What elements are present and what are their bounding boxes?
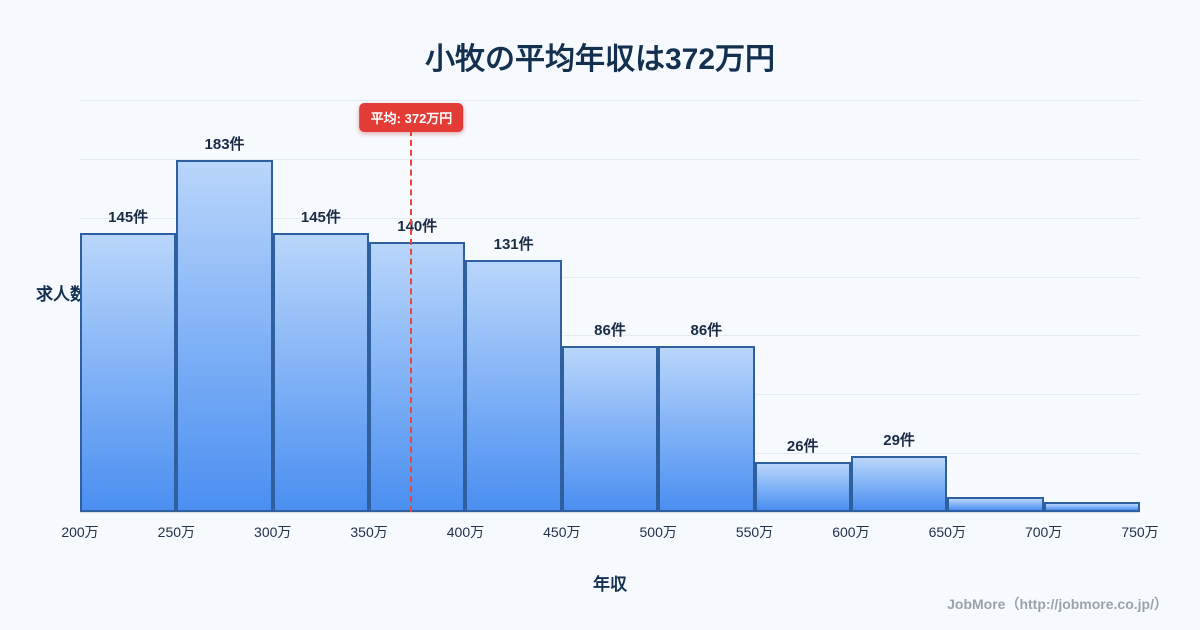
histogram-bin: 140件 <box>369 100 466 512</box>
histogram-bar <box>561 346 659 512</box>
average-badge: 平均: 372万円 <box>359 103 464 132</box>
histogram-bar <box>850 456 948 512</box>
histogram-bar <box>1043 502 1140 512</box>
bar-count-label: 140件 <box>397 218 438 236</box>
bar-count-label: 86件 <box>690 322 723 340</box>
gridline <box>80 158 1140 160</box>
bar-count-label: 145件 <box>108 208 149 226</box>
histogram-bin: 145件 <box>272 100 370 512</box>
histogram-bar <box>947 496 1044 512</box>
x-tick-label: 750万 <box>1121 524 1159 540</box>
gridline <box>80 335 1140 337</box>
histogram-bar <box>754 461 851 512</box>
bar-count-label: 145件 <box>300 208 341 226</box>
histogram-bar <box>80 232 177 512</box>
histogram-bin: 131件 <box>465 100 562 512</box>
histogram-bar <box>272 232 370 512</box>
plot-area: 145件 183件 145件 140件 131件 86件 86件 26件 29件 平均: 372万… <box>80 100 1140 513</box>
histogram-bar <box>658 346 755 512</box>
histogram-bin: 86件 <box>658 100 755 512</box>
average-line <box>410 130 413 512</box>
histogram-bin: 26件 <box>754 100 851 512</box>
histogram-bar <box>369 242 466 512</box>
x-tick-label: 250万 <box>157 524 196 540</box>
credit-text: JobMore（http://jobmore.co.jp/） <box>947 596 1168 612</box>
x-axis-label: 年収 <box>593 575 627 594</box>
histogram-bin: 183件 <box>176 100 273 512</box>
page-title: 小牧の平均年収は372万円 <box>424 43 776 76</box>
x-tick-label: 400万 <box>446 524 485 540</box>
x-tick-label: 650万 <box>928 524 966 540</box>
x-tick-label: 600万 <box>832 524 870 540</box>
gridline <box>80 512 1140 513</box>
gridline <box>80 100 1140 101</box>
x-axis-ticks: 200万 250万 300万 350万 400万 450万 500万 550万 600万 650万… <box>61 522 1158 542</box>
x-tick-label: 300万 <box>254 524 292 540</box>
histogram-bin: 145件 <box>80 100 177 512</box>
x-tick-label: 500万 <box>639 524 677 540</box>
histogram-bin: 86件 <box>561 100 659 512</box>
bar-count-label: 183件 <box>204 135 245 153</box>
bar-count-label: 26件 <box>786 437 819 455</box>
bar-count-label: 29件 <box>883 432 915 450</box>
x-tick-label: 200万 <box>61 524 99 540</box>
gridline <box>80 276 1140 278</box>
histogram-bin <box>1043 100 1140 512</box>
histogram-bar <box>176 159 273 512</box>
gridline <box>80 217 1140 219</box>
x-tick-label: 700万 <box>1024 524 1063 540</box>
x-tick-label: 550万 <box>735 524 774 540</box>
x-tick-label: 350万 <box>350 524 388 540</box>
histogram-bin: 29件 <box>850 100 948 512</box>
bar-count-label: 86件 <box>594 322 626 340</box>
y-axis-label: 求人数 <box>36 285 87 304</box>
histogram-bin <box>947 100 1044 512</box>
x-tick-label: 450万 <box>543 524 581 540</box>
histogram-bar <box>465 259 562 512</box>
bar-count-label: 131件 <box>493 235 534 253</box>
